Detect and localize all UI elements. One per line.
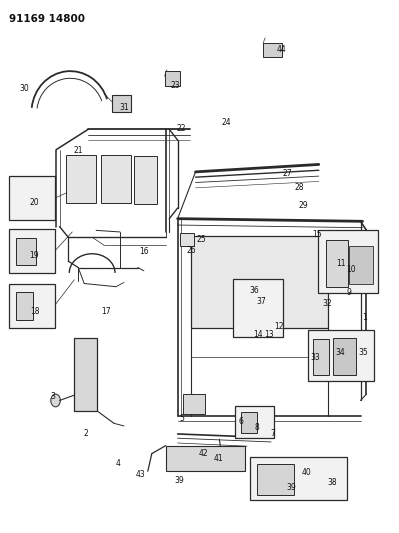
Circle shape [51, 394, 60, 407]
Text: 18: 18 [30, 307, 39, 316]
Text: 7: 7 [271, 430, 275, 439]
Bar [326, 240, 348, 287]
Bar [134, 156, 157, 204]
Text: 1: 1 [362, 312, 367, 321]
Text: 40: 40 [301, 469, 311, 477]
Text: 13: 13 [264, 330, 274, 339]
Text: 29: 29 [298, 201, 308, 210]
Text: 42: 42 [199, 449, 208, 458]
Text: 17: 17 [101, 307, 111, 316]
Text: 2: 2 [84, 430, 89, 439]
Text: 36: 36 [249, 286, 259, 295]
Text: 39: 39 [174, 476, 184, 484]
Text: 24: 24 [222, 118, 231, 127]
Bar [263, 43, 282, 56]
Text: 8: 8 [255, 423, 259, 432]
Bar [257, 464, 294, 495]
Text: 23: 23 [171, 81, 180, 90]
Text: 30: 30 [20, 84, 30, 93]
Text: 3: 3 [50, 392, 55, 401]
Text: 33: 33 [311, 353, 320, 362]
Bar [101, 155, 131, 203]
Bar [349, 246, 373, 284]
Text: 39: 39 [286, 482, 296, 491]
Text: 25: 25 [197, 236, 206, 245]
Bar [10, 284, 55, 328]
Text: 34: 34 [335, 348, 345, 357]
Bar [235, 406, 274, 438]
Text: 41: 41 [214, 455, 223, 463]
Text: 26: 26 [187, 246, 196, 255]
Bar [16, 292, 32, 320]
Bar [74, 338, 97, 411]
Text: 10: 10 [347, 265, 356, 273]
Text: 4: 4 [116, 459, 120, 467]
Circle shape [245, 313, 248, 318]
Bar [66, 155, 96, 203]
Text: 32: 32 [322, 299, 332, 308]
Bar [251, 457, 347, 500]
Bar [10, 176, 55, 220]
Text: 5: 5 [179, 414, 184, 423]
Bar [313, 340, 329, 375]
Circle shape [245, 324, 248, 328]
Bar [333, 338, 356, 375]
Text: 31: 31 [119, 102, 129, 111]
Text: 9: 9 [346, 287, 351, 296]
Text: 15: 15 [312, 230, 322, 239]
Text: 38: 38 [328, 478, 338, 487]
Bar [16, 238, 36, 265]
Text: 21: 21 [73, 146, 83, 155]
Circle shape [245, 319, 248, 323]
Bar [191, 236, 328, 328]
Text: 16: 16 [139, 247, 149, 256]
Bar [183, 394, 205, 414]
Bar [180, 233, 194, 246]
Circle shape [314, 470, 330, 491]
Bar [241, 412, 257, 433]
Text: 43: 43 [136, 471, 146, 479]
Text: 11: 11 [336, 260, 346, 268]
Text: 44: 44 [276, 45, 286, 54]
Bar [308, 330, 374, 381]
Text: 20: 20 [30, 198, 40, 207]
Text: 19: 19 [30, 252, 40, 260]
Bar [10, 229, 55, 273]
Text: 35: 35 [358, 348, 368, 357]
Bar [112, 95, 131, 112]
Text: 22: 22 [177, 124, 186, 133]
Text: 6: 6 [239, 417, 244, 426]
Text: 12: 12 [274, 322, 284, 331]
Text: 14: 14 [253, 330, 263, 339]
Text: 27: 27 [282, 169, 292, 178]
Text: 28: 28 [294, 183, 304, 192]
Text: 37: 37 [256, 296, 266, 305]
Bar [164, 71, 180, 86]
Bar [233, 279, 283, 337]
Bar [318, 230, 378, 293]
Text: 91169 14800: 91169 14800 [9, 14, 85, 24]
Bar [166, 446, 245, 471]
